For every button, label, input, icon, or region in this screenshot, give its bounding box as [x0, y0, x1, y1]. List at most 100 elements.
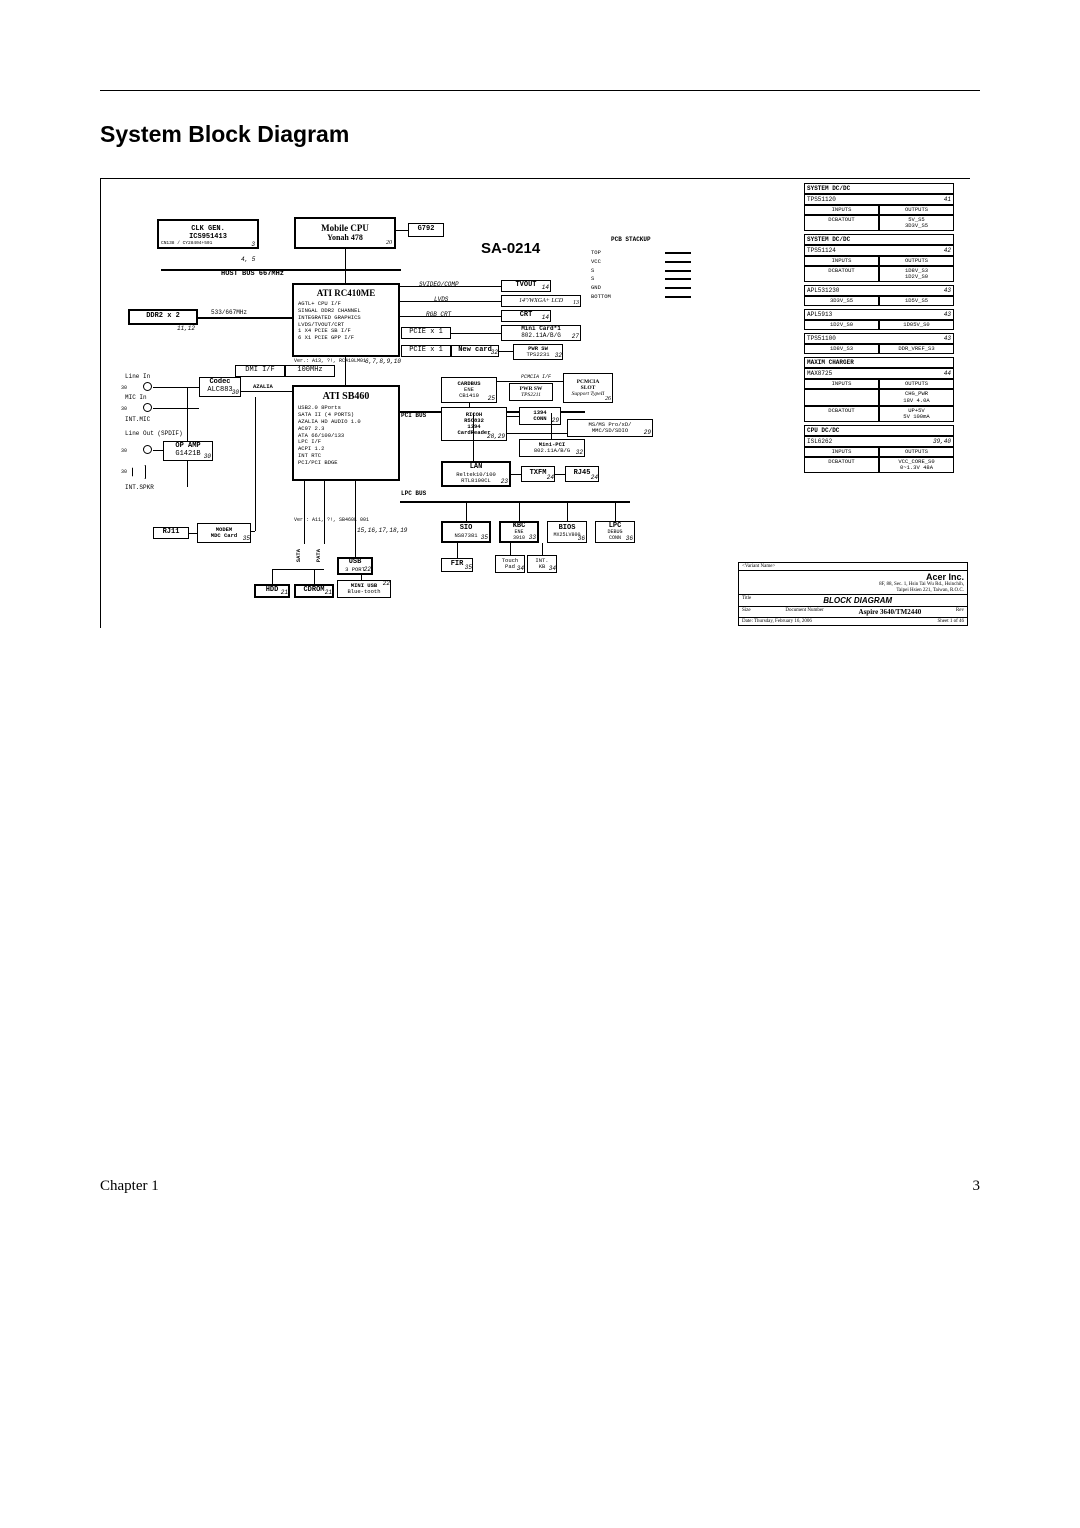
rl: Rev — [956, 608, 964, 616]
south-pages: 15,16,17,18,19 — [357, 528, 407, 534]
pin: 30 — [121, 407, 127, 412]
line — [345, 357, 346, 385]
pin: 30 — [121, 470, 127, 475]
line — [400, 316, 501, 317]
p: 25 — [488, 396, 495, 402]
intmic-label: INT.MIC — [125, 417, 150, 423]
p: 29 — [644, 430, 651, 436]
s: Blue-tooth — [340, 589, 388, 595]
s: TPS2231 — [516, 352, 560, 358]
s: 802.11A/B/G — [504, 333, 578, 340]
date: Date: Thursday, February 16, 2006 — [742, 619, 812, 624]
g792-title: G792 — [411, 226, 441, 234]
opamp-block: OP AMP G1421B 30 — [163, 441, 213, 461]
line — [272, 569, 273, 584]
minicard1-block: Mini Card*1802.11A/B/G27 — [501, 325, 581, 341]
pcmciaif-label: PCMCIA I/F — [521, 375, 551, 380]
power-tables: SYSTEM DC/DCTPS5112041INPUTSOUTPUTSDCBAT… — [804, 183, 954, 476]
line — [499, 351, 513, 352]
lvds-label: LVDS — [434, 297, 448, 303]
line — [255, 397, 256, 531]
t: RJ11 — [156, 529, 186, 537]
sheet: Sheet 1 of 46 — [937, 619, 964, 624]
cpu-page: 20 — [386, 240, 392, 246]
t: PCIE x 1 — [404, 347, 448, 355]
miniusb-block: MINI USB Blue-tooth 22 — [337, 580, 391, 598]
p: 36 — [626, 536, 633, 542]
t: DMI I/F — [238, 367, 282, 375]
codec-block: Codec ALC883 30 — [199, 377, 241, 397]
line — [451, 333, 501, 334]
p: 14 — [542, 285, 549, 291]
sl: Size — [742, 608, 751, 616]
hdd-block: HDD21 — [254, 584, 290, 598]
p: 34 — [549, 566, 556, 572]
txfm-block: TXFM24 — [521, 466, 555, 482]
page-number: 3 — [973, 1178, 981, 1195]
dmi-speed: 100MHz — [285, 365, 335, 377]
p: 34 — [517, 566, 524, 572]
southbridge-block: ATI SB460 USB2.0 8Ports SATA II (4 PORTS… — [292, 385, 400, 481]
lan-block: LAN Reltek10/100 RTL8100CL 23 — [441, 461, 511, 487]
p: 14 — [542, 315, 549, 321]
azalia-label: AZALIA — [253, 384, 273, 390]
line — [345, 269, 346, 283]
touchpad-block: TouchPad34 — [495, 555, 525, 573]
p: 26 — [605, 396, 611, 402]
pcmcia-block: PCMCIA SLOT Support TypeII 26 — [563, 373, 613, 403]
pwrsw-b-block: PWR SW TPS2211 — [509, 383, 553, 401]
title-block: <Variant Name> Acer Inc. 8F, 88, Sec. 1,… — [738, 562, 968, 626]
p: 33 — [529, 535, 536, 541]
line — [314, 569, 315, 584]
p: 36 — [578, 536, 585, 542]
n: Support TypeII — [566, 391, 610, 397]
svideo-label: SVIDEO/COMP — [419, 282, 459, 288]
line — [542, 543, 543, 555]
clk-page: 3 — [251, 242, 255, 248]
s: MDC Card — [200, 533, 248, 539]
cpu-sub: Yonah 478 — [298, 234, 392, 243]
north-title: ATI RC410ME — [298, 289, 394, 299]
layer: BOTTOM — [591, 293, 611, 302]
p: 35 — [243, 536, 250, 542]
pwrsw-a-block: PWR SWTPS223132 — [513, 344, 563, 360]
lpc-bus-line — [400, 501, 630, 503]
l: 6 X1 PCIE GPP I/F — [298, 335, 394, 342]
line — [324, 481, 325, 544]
t: PCIE x 1 — [404, 329, 448, 337]
line — [555, 474, 565, 475]
tl: Title — [742, 596, 751, 605]
line — [153, 387, 199, 388]
ddr-title: DDR2 x 2 — [132, 313, 194, 321]
jack-icon — [143, 445, 152, 454]
p: 21 — [281, 590, 288, 596]
conn1394-block: 1394 CONN 29 — [519, 407, 561, 425]
lcd-block: 14"/WXGA+ LCD13 — [501, 295, 581, 307]
t: 100MHz — [288, 367, 332, 375]
s2: RTL8100CL — [445, 478, 507, 484]
header-rule — [100, 90, 980, 91]
ricoh-block: RICOH R5C832 1394 CardReader 28,29 — [441, 407, 507, 441]
dmi-if: DMI I/F — [235, 365, 285, 377]
cdrom-block: CDROM21 — [294, 584, 334, 598]
newcard-block: New card32 — [451, 345, 499, 357]
p: 32 — [491, 350, 498, 356]
bios-block: BIOS MX25LV800 36 — [547, 521, 587, 543]
sio-block: SIO NS87381 35 — [441, 521, 491, 543]
line — [511, 474, 521, 475]
layer: GND — [591, 284, 601, 293]
project-code: SA-0214 — [481, 241, 540, 256]
line — [153, 450, 163, 451]
s: MMC/SD/SDIO — [570, 428, 650, 434]
rgb-label: RGB CRT — [426, 312, 451, 318]
docname: BLOCK DIAGRAM — [751, 596, 964, 605]
line — [187, 387, 188, 487]
p: 24 — [547, 475, 554, 481]
pcb-stackup: TOP VCC S S GND BOTTOM — [591, 249, 691, 302]
cardreader-slot-block: MS/MS Pro/xD/ MMC/SD/SDIO 29 — [567, 419, 653, 437]
p: 28,29 — [487, 434, 505, 440]
layer: VCC — [591, 258, 601, 267]
rj45-block: RJ4524 — [565, 466, 599, 482]
line — [400, 301, 501, 302]
s2: CB1410 — [444, 393, 494, 399]
